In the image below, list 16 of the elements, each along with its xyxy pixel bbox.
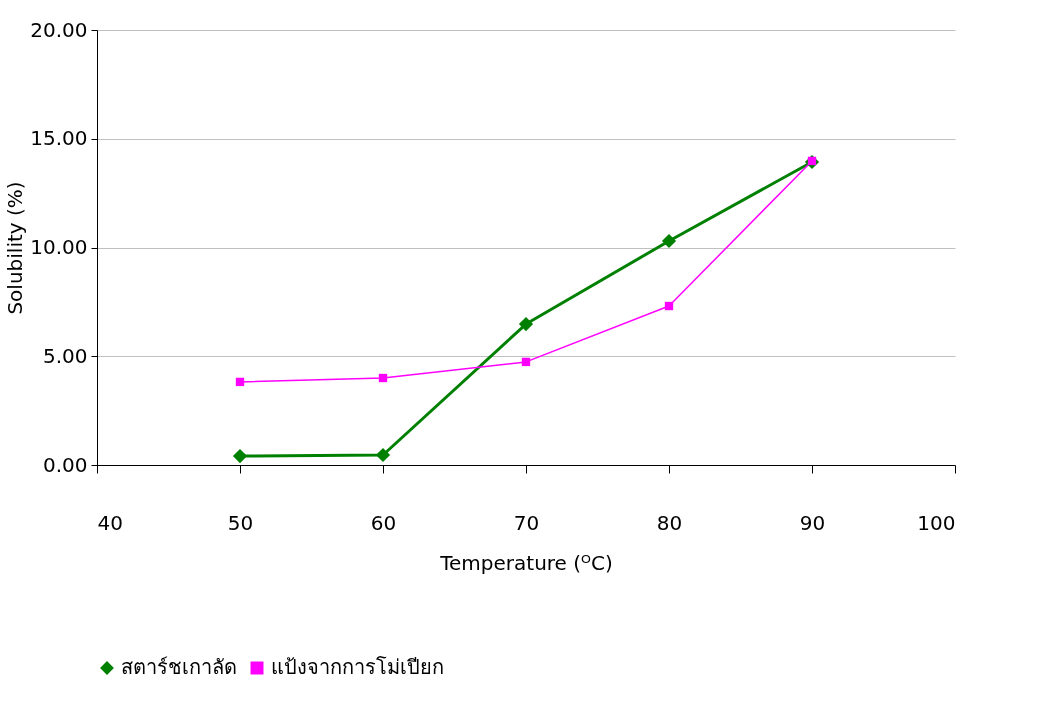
x-tick-label: 80 xyxy=(656,510,683,535)
x-tick-label: 40 xyxy=(97,510,123,535)
y-tick-label: 15.00 xyxy=(30,126,88,151)
x-tick-label: 60 xyxy=(370,510,397,535)
y-tick-label: 0.00 xyxy=(42,452,88,477)
x-tick-label: 70 xyxy=(513,510,540,535)
x-tick-label: 100 xyxy=(917,510,956,535)
y-tick-label: 10.00 xyxy=(30,235,88,259)
x-tick-label: 50 xyxy=(227,510,254,535)
legend-label: แป้งจากการโม่เปียก xyxy=(271,655,444,679)
x-tick-label: 90 xyxy=(799,510,826,535)
y-tick-label: 20.00 xyxy=(30,17,88,42)
x-axis-title: Temperature (ᴼC) xyxy=(439,550,613,575)
legend-label: สตาร์ชเกาลัด xyxy=(121,655,237,679)
y-tick-label: 5.00 xyxy=(42,343,88,368)
y-axis-title: Solubility (%) xyxy=(3,181,28,315)
